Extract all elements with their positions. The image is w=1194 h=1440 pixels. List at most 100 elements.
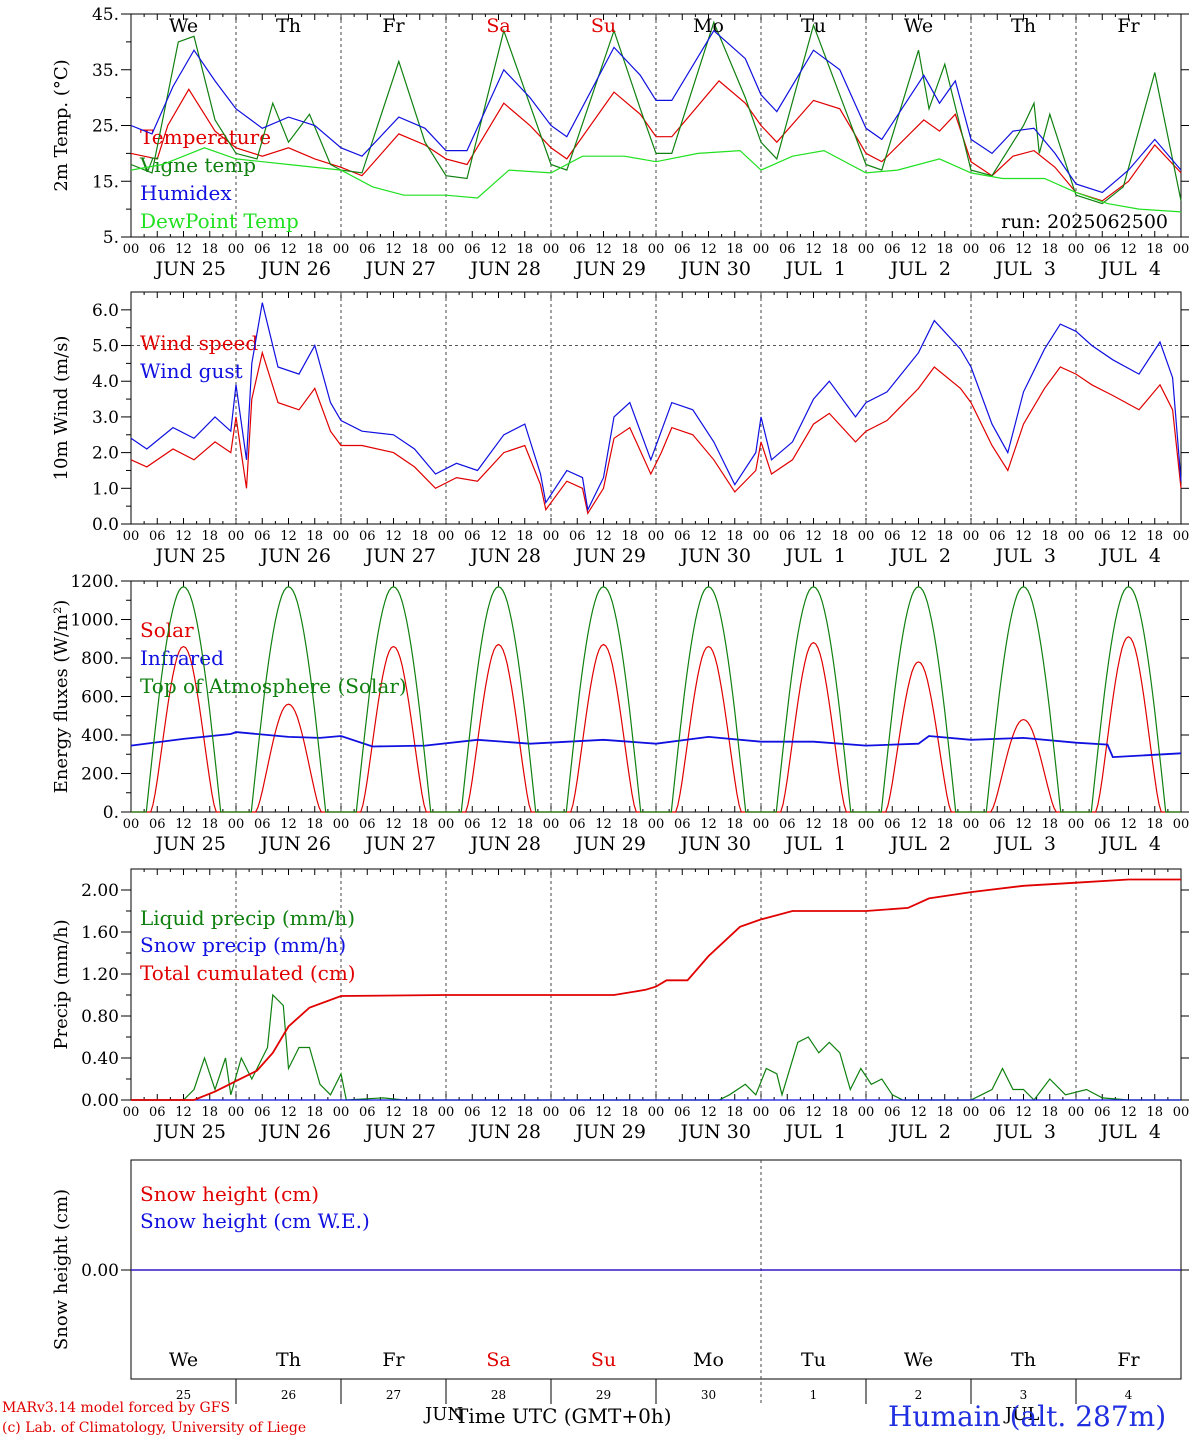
hour-label: 06 xyxy=(254,817,271,832)
hour-label: 06 xyxy=(569,817,586,832)
hour-label: 06 xyxy=(569,529,586,544)
y-tick-label: 35. xyxy=(92,61,119,81)
hour-label: 12 xyxy=(280,529,297,544)
y-axis-label: 10m Wind (m/s) xyxy=(51,336,72,481)
weekday-label-top: Mo xyxy=(693,15,724,37)
hour-label: 06 xyxy=(569,242,586,257)
hour-label: 12 xyxy=(910,1105,927,1120)
hour-label: 00 xyxy=(333,817,350,832)
hour-label: 12 xyxy=(280,817,297,832)
legend-energy-2: Top of Atmosphere (Solar) xyxy=(140,674,407,698)
y-tick-label: 0.00 xyxy=(81,1261,119,1281)
hour-label: 06 xyxy=(779,242,796,257)
y-tick-label: 45. xyxy=(92,5,119,25)
day-number-label: 1 xyxy=(810,1388,818,1402)
weekday-label-bottom: We xyxy=(169,1349,198,1371)
hour-label: 06 xyxy=(149,1105,166,1120)
panel-temp: 5.15.25.35.45.2m Temp. (°C) TemperatureVi… xyxy=(51,5,1189,280)
hour-label: 00 xyxy=(123,1105,140,1120)
hour-label: 18 xyxy=(411,1105,428,1120)
hour-label: 12 xyxy=(385,1105,402,1120)
hour-label: 18 xyxy=(726,242,743,257)
date-label: JUL 4 xyxy=(1099,258,1161,280)
y-tick-label: 0.00 xyxy=(81,1091,119,1111)
weekday-label-bottom: Su xyxy=(591,1349,616,1371)
legend-snow-1: Snow height (cm W.E.) xyxy=(140,1209,370,1233)
series-line-temp-2 xyxy=(130,29,1182,194)
hour-label: 06 xyxy=(989,1105,1006,1120)
date-label: JUN 26 xyxy=(259,258,331,280)
hour-label: 06 xyxy=(149,242,166,257)
y-tick-label: 1000. xyxy=(70,611,119,631)
bottom-month-jul: JUL xyxy=(1005,1404,1040,1425)
hour-label: 06 xyxy=(779,529,796,544)
hour-label: 00 xyxy=(438,242,455,257)
date-label: JUN 25 xyxy=(154,833,226,855)
hour-label: 06 xyxy=(989,242,1006,257)
hour-label: 00 xyxy=(753,242,770,257)
x-axis-title: Time UTC (GMT+0h) xyxy=(455,1404,672,1428)
hour-label: 12 xyxy=(175,1105,192,1120)
hour-label: 06 xyxy=(464,529,481,544)
y-tick-label: 1.20 xyxy=(81,965,119,985)
hour-label: 18 xyxy=(621,242,638,257)
hour-label: 18 xyxy=(1041,1105,1058,1120)
day-number-label: 28 xyxy=(491,1388,506,1402)
weekday-label-bottom: Fr xyxy=(382,1349,405,1371)
weekday-label-top: Fr xyxy=(382,15,405,37)
date-label: JUN 25 xyxy=(154,545,226,567)
hour-label: 06 xyxy=(674,817,691,832)
hour-label: 00 xyxy=(333,242,350,257)
hour-label: 06 xyxy=(884,242,901,257)
hour-label: 00 xyxy=(123,529,140,544)
hour-label: 06 xyxy=(779,817,796,832)
hour-label: 00 xyxy=(1068,529,1085,544)
hour-label: 06 xyxy=(884,529,901,544)
y-axis-label: Snow height (cm) xyxy=(51,1189,72,1350)
panel-wind: 0.0 1.0 2.0 3.0 4.0 5.0 6.0 10m Wind (m/s) Wind … xyxy=(51,291,1189,567)
hour-label: 06 xyxy=(569,1105,586,1120)
hour-label: 06 xyxy=(884,817,901,832)
date-label: JUN 29 xyxy=(574,833,646,855)
hour-label: 18 xyxy=(411,529,428,544)
y-tick-label: 0.0 xyxy=(92,515,119,535)
hour-label: 12 xyxy=(1120,817,1137,832)
y-axis-label: Precip (mm/h) xyxy=(51,919,72,1049)
day-number-label: 29 xyxy=(596,1388,611,1402)
hour-label: 12 xyxy=(700,1105,717,1120)
hour-label: 18 xyxy=(201,1105,218,1120)
hour-label: 18 xyxy=(1041,817,1058,832)
date-label: JUN 28 xyxy=(469,258,541,280)
hour-label: 18 xyxy=(621,1105,638,1120)
y-tick-label: 3.0 xyxy=(92,408,119,428)
day-number-label: 3 xyxy=(1020,1388,1028,1402)
hour-label: 18 xyxy=(831,242,848,257)
hour-label: 06 xyxy=(1094,242,1111,257)
hour-label: 18 xyxy=(516,529,533,544)
legend-precip-0: Liquid precip (mm/h) xyxy=(140,906,355,930)
date-label: JUL 3 xyxy=(994,545,1056,567)
date-label: JUN 28 xyxy=(469,1121,541,1143)
series-line-precip-2 xyxy=(131,878,1181,1101)
hour-label: 18 xyxy=(411,817,428,832)
date-label: JUN 28 xyxy=(469,833,541,855)
hour-label: 00 xyxy=(228,242,245,257)
hour-label: 00 xyxy=(543,817,560,832)
hour-label: 12 xyxy=(595,817,612,832)
hour-label: 00 xyxy=(438,1105,455,1120)
hour-label: 06 xyxy=(989,817,1006,832)
bottom-month-jun: JUN xyxy=(425,1404,464,1425)
hour-label: 06 xyxy=(464,242,481,257)
hour-label: 18 xyxy=(516,817,533,832)
date-label: JUN 30 xyxy=(679,258,751,280)
hour-label: 00 xyxy=(1173,1105,1190,1120)
hour-label: 12 xyxy=(700,242,717,257)
weekday-label-top: We xyxy=(169,15,198,37)
day-number-label: 30 xyxy=(701,1388,716,1402)
hour-label: 12 xyxy=(595,242,612,257)
day-number-label: 27 xyxy=(386,1388,401,1402)
y-tick-label: 800. xyxy=(81,649,119,669)
date-label: JUL 4 xyxy=(1099,1121,1161,1143)
hour-label: 12 xyxy=(1015,1105,1032,1120)
